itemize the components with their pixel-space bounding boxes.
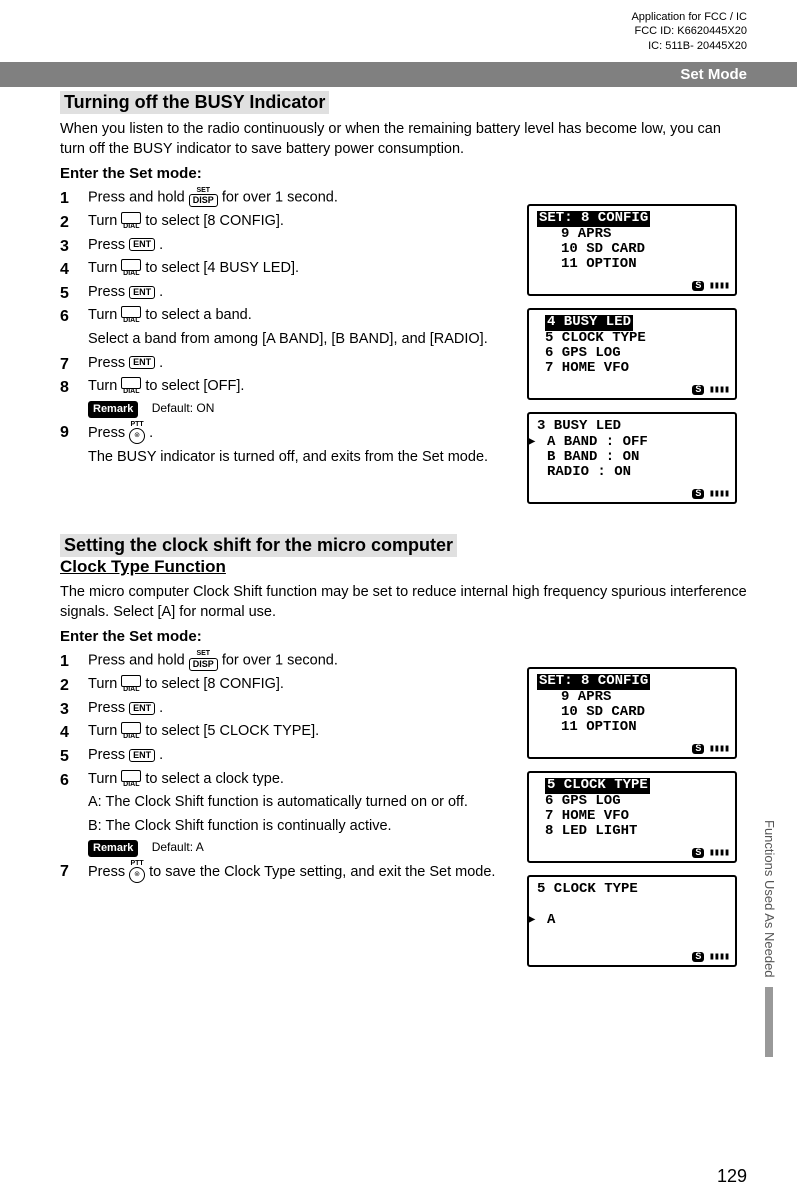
header-line: FCC ID: K6620445X20: [631, 24, 747, 38]
status-icon: S ▮▮▮▮: [692, 848, 729, 859]
lcd-screen: 5 CLOCK TYPE 6 GPS LOG 7 HOME VFO 8 LED …: [527, 771, 737, 863]
section-title: Setting the clock shift for the micro co…: [60, 534, 457, 557]
dial-icon: DIAL: [121, 212, 141, 230]
ptt-key-icon: PTT⊚: [129, 861, 145, 883]
remark-badge: Remark: [88, 840, 138, 857]
step: Turn DIAL to select [OFF]. Remark Defaul…: [60, 377, 517, 417]
step: Turn DIAL to select [4 BUSY LED].: [60, 259, 517, 279]
ent-key-icon: ENT: [129, 702, 155, 715]
intro-text: When you listen to the radio continuousl…: [60, 120, 747, 159]
dial-icon: DIAL: [121, 306, 141, 324]
side-tab-bar-icon: [765, 987, 773, 1057]
remark-line: Remark Default: A: [88, 839, 517, 857]
page-number: 129: [717, 1166, 747, 1187]
pointer-icon: ▶: [527, 435, 535, 450]
dial-icon: DIAL: [121, 770, 141, 788]
status-icon: S ▮▮▮▮: [692, 489, 729, 500]
ent-key-icon: ENT: [129, 238, 155, 251]
remark-badge: Remark: [88, 401, 138, 418]
step: Turn DIAL to select [8 CONFIG].: [60, 212, 517, 232]
status-icon: S ▮▮▮▮: [692, 952, 729, 963]
section-title: Turning off the BUSY Indicator: [60, 91, 329, 114]
step: Press and hold SET DISP for over 1 secon…: [60, 651, 517, 671]
step: Press ENT .: [60, 699, 517, 719]
step-sub: B: The Clock Shift function is continual…: [88, 817, 517, 837]
step: Turn DIAL to select [5 CLOCK TYPE].: [60, 722, 517, 742]
pointer-icon: ▶: [527, 913, 535, 928]
remark-line: Remark Default: ON: [88, 400, 517, 418]
step-sub: A: The Clock Shift function is automatic…: [88, 793, 517, 813]
status-icon: S ▮▮▮▮: [692, 385, 729, 396]
step: Press PTT⊚ to save the Clock Type settin…: [60, 861, 517, 883]
disp-key-icon: SET DISP: [189, 188, 218, 207]
dial-icon: DIAL: [121, 675, 141, 693]
dial-icon: DIAL: [121, 722, 141, 740]
ent-key-icon: ENT: [129, 356, 155, 369]
ptt-key-icon: PTT⊚: [129, 422, 145, 444]
step: Press ENT .: [60, 354, 517, 374]
dial-icon: DIAL: [121, 377, 141, 395]
status-icon: S ▮▮▮▮: [692, 281, 729, 292]
step: Press ENT .: [60, 746, 517, 766]
disp-key-icon: SET DISP: [189, 651, 218, 670]
step: Press ENT .: [60, 283, 517, 303]
lcd-screen: 5 CLOCK TYPE ▶ A S ▮▮▮▮: [527, 875, 737, 967]
dial-icon: DIAL: [121, 259, 141, 277]
lcd-screen: SET: 8 CONFIG 9 APRS 10 SD CARD 11 OPTIO…: [527, 204, 737, 296]
section-bar: Set Mode: [0, 62, 797, 87]
ent-key-icon: ENT: [129, 286, 155, 299]
step-sub: The BUSY indicator is turned off, and ex…: [88, 448, 517, 468]
enter-set-mode: Enter the Set mode:: [60, 628, 747, 645]
step: Press ENT .: [60, 236, 517, 256]
side-tab: Functions Used As Needed: [762, 820, 777, 1057]
section-subtitle: Clock Type Function: [60, 557, 747, 577]
step: Press and hold SET DISP for over 1 secon…: [60, 188, 517, 208]
lcd-screen: 4 BUSY LED 5 CLOCK TYPE 6 GPS LOG 7 HOME…: [527, 308, 737, 400]
intro-text: The micro computer Clock Shift function …: [60, 583, 747, 622]
step: Turn DIAL to select a band. Select a ban…: [60, 306, 517, 349]
header-info: Application for FCC / IC FCC ID: K662044…: [631, 10, 747, 53]
step-sub: Select a band from among [A BAND], [B BA…: [88, 330, 517, 350]
step: Press PTT⊚ . The BUSY indicator is turne…: [60, 422, 517, 468]
ent-key-icon: ENT: [129, 749, 155, 762]
step: Turn DIAL to select [8 CONFIG].: [60, 675, 517, 695]
header-line: IC: 511B- 20445X20: [631, 39, 747, 53]
lcd-screen: 3 BUSY LED ▶ A BAND : OFF B BAND : ON RA…: [527, 412, 737, 504]
step: Turn DIAL to select a clock type. A: The…: [60, 770, 517, 858]
status-icon: S ▮▮▮▮: [692, 744, 729, 755]
header-line: Application for FCC / IC: [631, 10, 747, 24]
enter-set-mode: Enter the Set mode:: [60, 165, 747, 182]
lcd-screen: SET: 8 CONFIG 9 APRS 10 SD CARD 11 OPTIO…: [527, 667, 737, 759]
